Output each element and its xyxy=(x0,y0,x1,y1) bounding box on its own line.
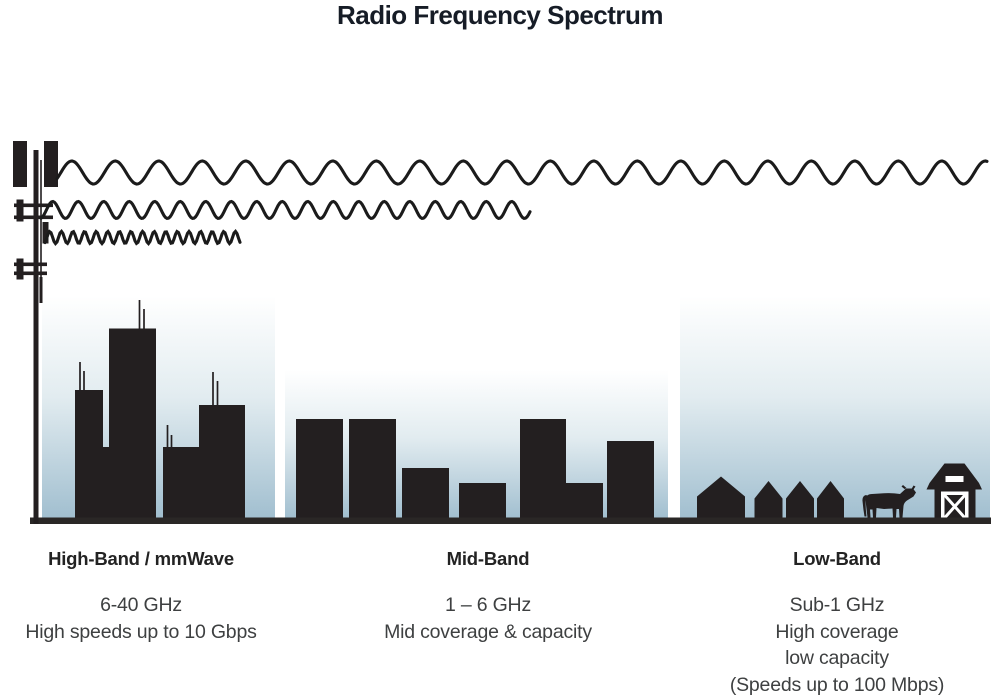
building xyxy=(607,441,654,520)
tower-pole xyxy=(33,150,39,524)
mid-band-label-block: Mid-Band 1 – 6 GHz Mid coverage & capaci… xyxy=(363,548,613,645)
band-detail: High coverage xyxy=(775,620,899,643)
tower-stub xyxy=(39,277,43,303)
ground-baseline xyxy=(30,517,991,524)
tower-crossarm xyxy=(14,203,53,208)
band-frequency: 6-40 GHz xyxy=(100,594,182,616)
building xyxy=(296,419,343,520)
tower-crossarm xyxy=(14,271,47,276)
long-wavelength-wave xyxy=(55,159,989,186)
cow-icon xyxy=(862,485,916,518)
building xyxy=(566,483,603,520)
cell-tower-icon xyxy=(13,141,58,524)
page-title: Radio Frequency Spectrum xyxy=(336,0,664,30)
city-skyline-highband-icon xyxy=(75,300,245,520)
radio-waves xyxy=(39,159,989,247)
band-detail: (Speeds up to 100 Mbps) xyxy=(729,673,945,696)
short-wavelength-wave xyxy=(43,228,242,247)
band-frequency: Sub-1 GHz xyxy=(789,594,885,616)
house-icon xyxy=(786,481,814,519)
tower-crossarm xyxy=(14,215,53,220)
house-icon xyxy=(817,481,844,519)
rural-scene-icon xyxy=(697,463,982,519)
antenna-panel-small xyxy=(16,199,24,222)
barn-icon xyxy=(926,463,982,519)
band-detail: low capacity xyxy=(785,647,889,669)
band-detail: Mid coverage & capacity xyxy=(384,620,592,643)
skyscraper-cluster-2 xyxy=(163,405,245,520)
cow-tail xyxy=(862,495,868,517)
barn-door-crossbuck xyxy=(943,494,967,519)
low-band-label-block: Low-Band Sub-1 GHz High coverage low cap… xyxy=(712,548,962,698)
house-icon xyxy=(697,476,745,519)
barn-loft-window xyxy=(945,476,964,482)
high-band-label-block: High-Band / mmWave 6-40 GHz High speeds … xyxy=(16,548,266,645)
spectrum-scene xyxy=(13,141,991,524)
antenna-panel xyxy=(44,141,58,187)
tower-cable xyxy=(40,160,42,295)
band-name: Low-Band xyxy=(793,548,881,569)
tower-crossarm xyxy=(14,262,47,267)
band-frequency: 1 – 6 GHz xyxy=(445,594,531,616)
band-name: Mid-Band xyxy=(446,548,530,569)
cow-ear xyxy=(901,485,907,489)
antenna-panel xyxy=(13,141,27,187)
band-name: High-Band / mmWave xyxy=(48,548,234,569)
antenna-panel-small xyxy=(42,222,49,244)
house-icon xyxy=(754,481,783,519)
medium-wavelength-wave xyxy=(39,199,532,221)
building xyxy=(459,483,506,520)
antenna-panel-small xyxy=(16,258,24,280)
building xyxy=(402,468,449,520)
building xyxy=(520,419,566,520)
band-detail: High speeds up to 10 Gbps xyxy=(25,620,257,643)
rooftop-antennas xyxy=(79,300,219,448)
midrise-skyline-icon xyxy=(296,419,654,520)
skyscraper-cluster-1 xyxy=(75,328,156,520)
building xyxy=(349,419,396,520)
cow-horn xyxy=(911,485,916,490)
